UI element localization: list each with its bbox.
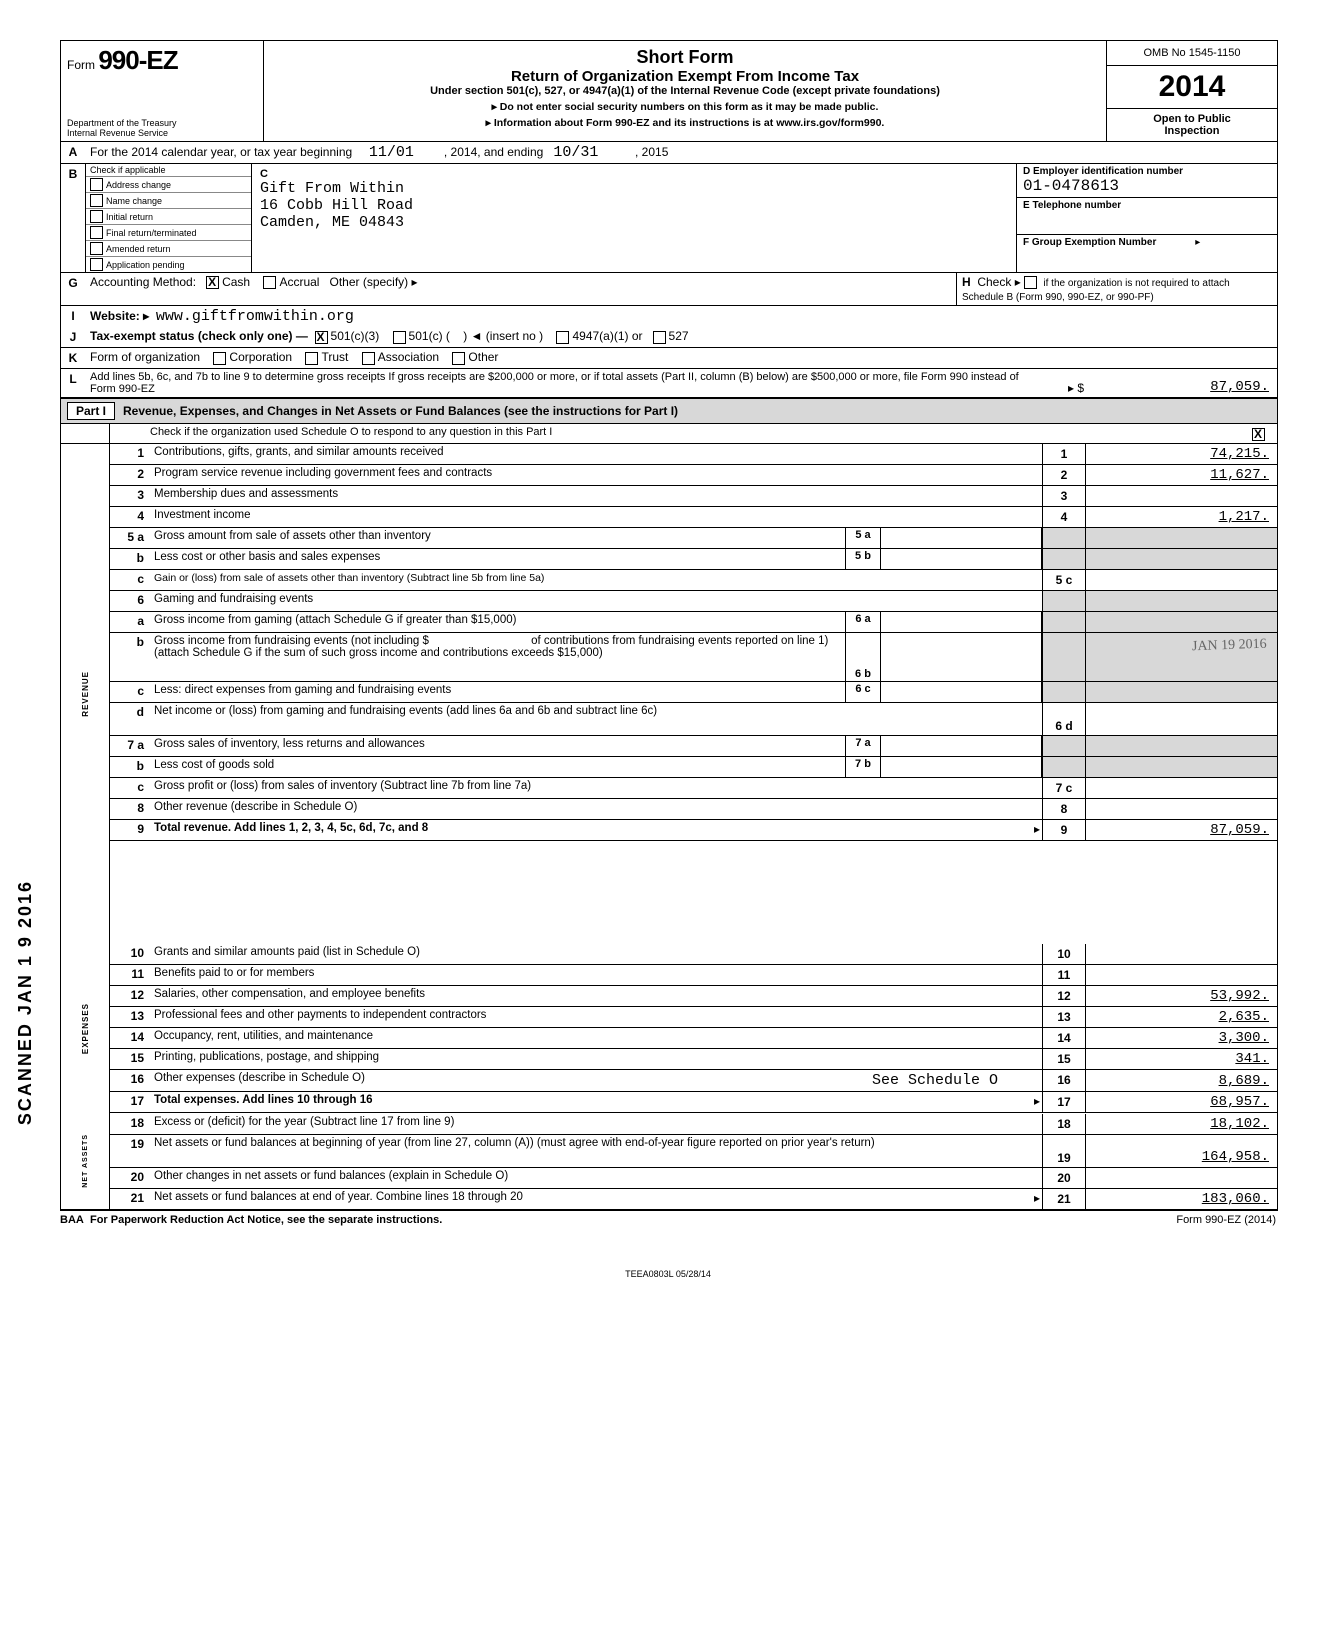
amt-line-14: 3,300.	[1086, 1028, 1277, 1048]
line-L: L Add lines 5b, 6c, and 7b to line 9 to …	[61, 369, 1277, 398]
form-title-main: Return of Organization Exempt From Incom…	[270, 68, 1100, 85]
footer-code: TEEA0803L 05/28/14	[60, 1269, 1276, 1279]
footer-right: Form 990-EZ (2014)	[1176, 1214, 1276, 1226]
part-1-schedule-o-check: Check if the organization used Schedule …	[61, 424, 1277, 443]
check-corporation[interactable]	[213, 352, 226, 365]
line-A: A For the 2014 calendar year, or tax yea…	[61, 142, 1277, 164]
see-schedule-o: See Schedule O	[872, 1072, 1038, 1089]
ein-label: D Employer identification number	[1023, 166, 1183, 177]
amt-line-19: 164,958.	[1086, 1135, 1277, 1167]
amt-line-7c	[1086, 778, 1277, 798]
tax-year: 2014	[1107, 66, 1277, 109]
telephone-label: E Telephone number	[1023, 200, 1121, 211]
ein-value: 01-0478613	[1023, 177, 1119, 195]
amt-line-13: 2,635.	[1086, 1007, 1277, 1027]
form-under-section: Under section 501(c), 527, or 4947(a)(1)…	[270, 85, 1100, 97]
amt-line-15: 341.	[1086, 1049, 1277, 1069]
check-schedule-b[interactable]	[1024, 276, 1037, 289]
amt-line-20	[1086, 1168, 1277, 1188]
amt-line-10	[1086, 944, 1277, 964]
check-application-pending[interactable]: Application pending	[86, 257, 251, 272]
check-if-applicable-label: Check if applicable	[86, 164, 251, 177]
amt-line-12: 53,992.	[1086, 986, 1277, 1006]
gross-receipts: 87,059.	[1086, 369, 1277, 397]
check-amended-return[interactable]: Amended return	[86, 241, 251, 257]
amt-line-6d	[1086, 703, 1277, 735]
check-4947[interactable]	[556, 331, 569, 344]
amt-line-3	[1086, 486, 1277, 506]
check-final-return[interactable]: Final return/terminated	[86, 225, 251, 241]
amt-line-17: 68,957.	[1086, 1092, 1277, 1112]
check-other-org[interactable]	[452, 352, 465, 365]
website: www.giftfromwithin.org	[156, 308, 354, 325]
omb-number: OMB No 1545-1150	[1107, 41, 1277, 66]
expenses-label: EXPENSES	[81, 1003, 90, 1054]
amt-line-11	[1086, 965, 1277, 985]
line-J: J Tax-exempt status (check only one) — 5…	[61, 327, 1277, 348]
amt-line-2: 11,627.	[1086, 465, 1277, 485]
dept-treasury: Department of the TreasuryInternal Reven…	[67, 119, 177, 139]
check-association[interactable]	[362, 352, 375, 365]
tax-year-begin: 11/01	[369, 144, 414, 161]
check-accrual[interactable]	[263, 276, 276, 289]
scanned-stamp-vertical: SCANNED JAN 1 9 2016	[15, 880, 36, 1125]
group-exemption-label: F Group Exemption Number	[1023, 237, 1156, 248]
form-number: Form 990-EZ	[67, 45, 257, 76]
check-527[interactable]	[653, 331, 666, 344]
amt-line-9: 87,059.	[1086, 820, 1277, 840]
amt-line-5c	[1086, 570, 1277, 590]
page-footer: BAA For Paperwork Reduction Act Notice, …	[60, 1211, 1276, 1229]
revenue-label: REVENUE	[81, 671, 90, 717]
part-1-header: Part I Revenue, Expenses, and Changes in…	[61, 398, 1277, 424]
check-501c[interactable]	[393, 331, 406, 344]
date-stamp: JAN 19 2016	[1192, 636, 1267, 655]
check-initial-return[interactable]: Initial return	[86, 209, 251, 225]
amt-line-18: 18,102.	[1086, 1114, 1277, 1134]
amt-line-8	[1086, 799, 1277, 819]
org-name: Gift From Within	[260, 180, 1008, 197]
footer-baa: BAA For Paperwork Reduction Act Notice, …	[60, 1214, 442, 1226]
check-trust[interactable]	[305, 352, 318, 365]
amt-line-1: 74,215.	[1086, 444, 1277, 464]
form-warning-ssn: ▸ Do not enter social security numbers o…	[270, 101, 1100, 113]
net-assets-label: NET ASSETS	[82, 1134, 89, 1188]
form-title-short: Short Form	[270, 47, 1100, 68]
section-C-label: C	[260, 168, 1008, 180]
check-address-change[interactable]: Address change	[86, 177, 251, 193]
amt-line-16: 8,689.	[1086, 1070, 1277, 1091]
form-990ez: Form 990-EZ Department of the TreasuryIn…	[60, 40, 1278, 1211]
form-header: Form 990-EZ Department of the TreasuryIn…	[61, 41, 1277, 142]
line-I: I Website: ▸ www.giftfromwithin.org	[61, 306, 1277, 327]
line-G-H: G Accounting Method: Cash Accrual Other …	[61, 273, 1277, 306]
open-to-public: Open to PublicInspection	[1107, 109, 1277, 141]
line-K: K Form of organization Corporation Trust…	[61, 348, 1277, 369]
form-info-link: ▸ Information about Form 990-EZ and its …	[270, 117, 1100, 129]
org-address-2: Camden, ME 04843	[260, 214, 1008, 231]
check-name-change[interactable]: Name change	[86, 193, 251, 209]
tax-year-end: 10/31	[553, 144, 598, 161]
check-cash[interactable]	[206, 276, 219, 289]
check-schedule-o-part1[interactable]	[1252, 428, 1265, 441]
section-BCDEF: B Check if applicable Address change Nam…	[61, 164, 1277, 273]
amt-line-4: 1,217.	[1086, 507, 1277, 527]
org-address-1: 16 Cobb Hill Road	[260, 197, 1008, 214]
amt-line-21: 183,060.	[1086, 1189, 1277, 1209]
check-501c3[interactable]	[315, 331, 328, 344]
